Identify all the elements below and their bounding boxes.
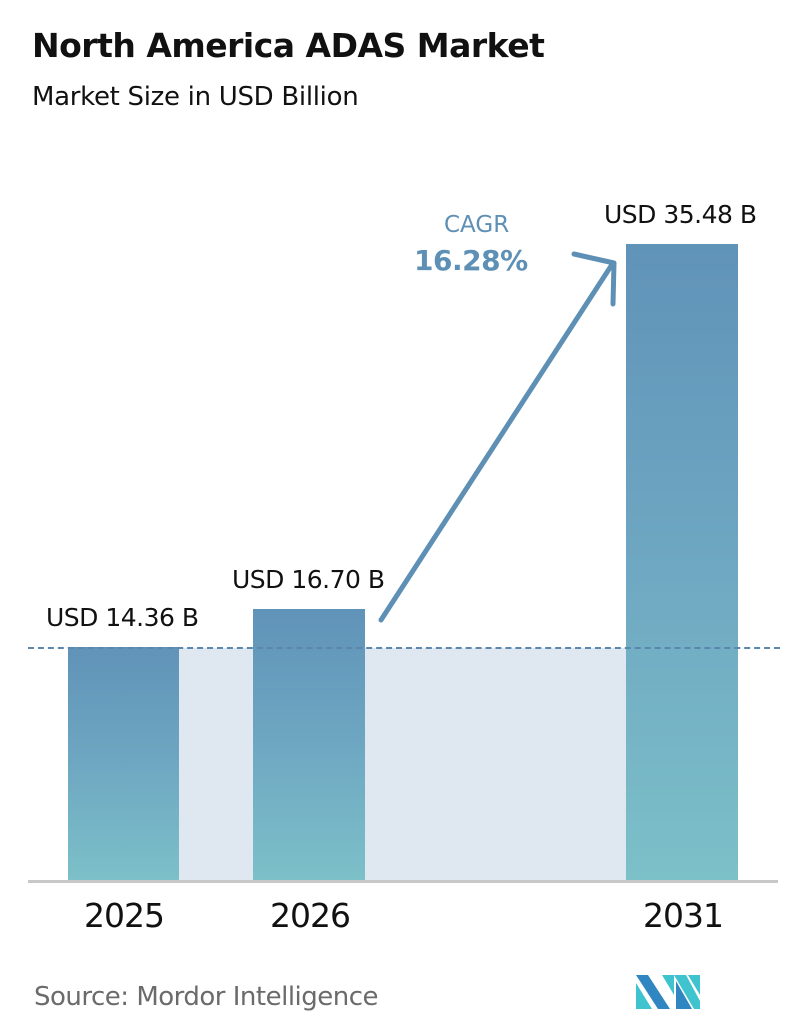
x-axis-baseline	[28, 880, 778, 883]
source-text: Source: Mordor Intelligence	[34, 982, 379, 1012]
chart-subtitle: Market Size in USD Billion	[32, 82, 359, 112]
value-label-2031: USD 35.48 B	[604, 200, 757, 229]
bar-2025	[68, 647, 179, 881]
cagr-label: CAGR	[444, 212, 510, 238]
x-tick-2031: 2031	[643, 896, 724, 935]
bar-2026	[253, 609, 365, 881]
x-tick-2025: 2025	[84, 896, 165, 935]
mordor-intelligence-logo-icon	[636, 975, 700, 1009]
cagr-value: 16.28%	[414, 244, 528, 277]
value-label-2025: USD 14.36 B	[46, 603, 199, 632]
x-tick-2026: 2026	[270, 896, 351, 935]
chart-title: North America ADAS Market	[32, 26, 545, 65]
bar-2031	[626, 244, 738, 881]
value-label-2026: USD 16.70 B	[232, 565, 385, 594]
reference-dashed-line	[28, 647, 780, 649]
